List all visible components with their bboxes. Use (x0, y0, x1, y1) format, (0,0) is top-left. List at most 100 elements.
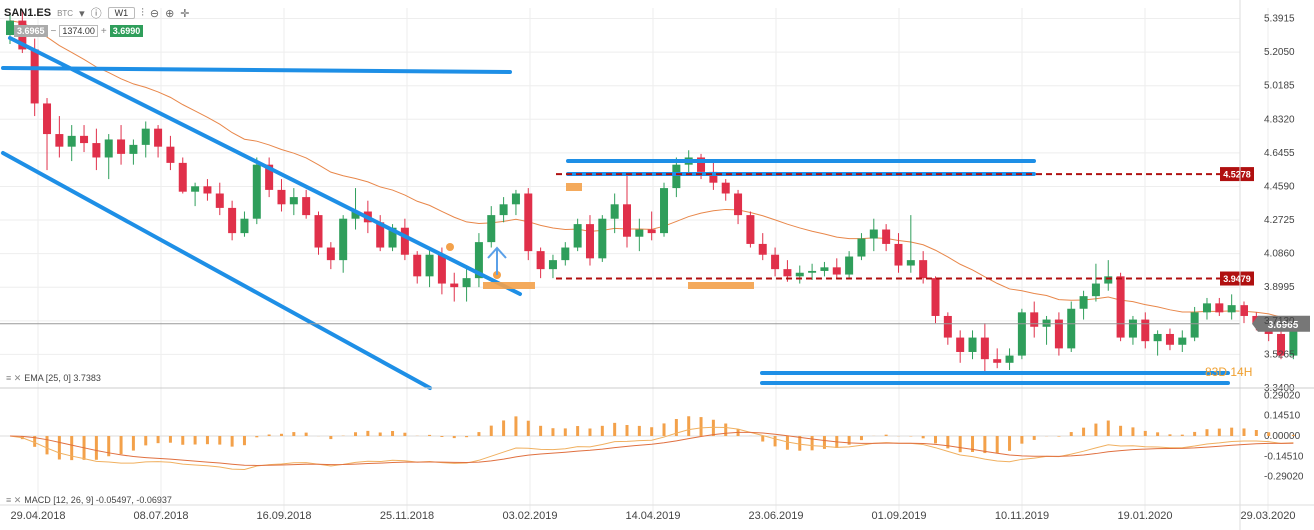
ema-legend[interactable]: ≡ ✕ EMA [25, 0] 3.7383 (6, 373, 101, 383)
chevron-down-icon[interactable]: ▾ (79, 7, 85, 20)
candle (672, 164, 681, 189)
candle (326, 247, 335, 261)
candle (499, 204, 508, 216)
buy-button[interactable]: 3.6990 (109, 25, 144, 37)
price-tick-label: 3.8995 (1264, 282, 1295, 293)
candle (1165, 333, 1174, 345)
macd-panel: 0.29020 0.14510 0.00000 -0.14510 -0.29020 (0, 390, 1304, 483)
menu-icon[interactable]: ≡ ✕ (6, 373, 22, 383)
candle (1104, 276, 1113, 284)
price-tick-label: 4.4590 (1264, 181, 1295, 192)
candle (610, 204, 619, 219)
macd-signal-line (9, 431, 1294, 466)
menu-icon[interactable]: ≡ ✕ (6, 495, 22, 505)
level-label: 3.9479 (1223, 274, 1251, 284)
candle (647, 229, 656, 234)
candle (252, 164, 261, 219)
candle (6, 20, 14, 36)
plus-button[interactable]: + (100, 25, 107, 37)
candle (993, 359, 1002, 363)
candle (758, 243, 767, 255)
chart-toolbar: SAN1.ES BTC ▾ ⓘ W1 ⫶ ⊖ ⊕ ✛ (4, 4, 190, 22)
candle (302, 197, 311, 216)
candle (1116, 276, 1125, 338)
candle (709, 171, 718, 183)
candle (561, 247, 570, 261)
level-badge (1220, 167, 1254, 182)
zoom-in-icon[interactable]: ⊕ (165, 7, 175, 20)
timeframe-select[interactable]: W1 (107, 7, 136, 19)
level-badge (1220, 271, 1254, 286)
candle (660, 188, 669, 234)
candle (289, 197, 298, 205)
trade-bar: 3.6965 − 1374.00 + 3.6990 (14, 24, 144, 38)
trendline (1, 66, 512, 74)
candle (215, 193, 224, 208)
sell-button[interactable]: 3.6965 (14, 25, 48, 37)
candle (55, 134, 64, 147)
candle (1289, 323, 1298, 356)
crosshair-icon[interactable]: ✛ (180, 7, 190, 20)
candle (1067, 308, 1076, 349)
candle (783, 269, 792, 277)
timeline-note: 83D 14H (1205, 365, 1253, 379)
price-tick-label: 3.7130 (1264, 316, 1295, 327)
candle (30, 49, 39, 104)
price-tick-label: 3.5265 (1264, 349, 1295, 360)
candle (573, 224, 582, 248)
candle (931, 278, 940, 316)
minus-button[interactable]: − (50, 25, 57, 37)
candles (6, 9, 1298, 374)
current-price-label: 3.6965 (1268, 320, 1299, 331)
candle (906, 260, 915, 266)
candle (474, 242, 483, 279)
zone-marker (566, 183, 582, 191)
zone-marker (483, 282, 535, 289)
candle (166, 146, 175, 163)
grid (0, 8, 1269, 520)
zoom-out-icon[interactable]: ⊖ (149, 7, 160, 20)
candle (1240, 305, 1248, 316)
candle (721, 182, 730, 194)
candle (1054, 319, 1063, 349)
candle (203, 186, 212, 194)
time-axis: 29.04.2018 08.07.2018 16.09.2018 25.11.2018… (0, 504, 1314, 522)
candle (154, 128, 163, 147)
symbol-label[interactable]: SAN1.ES (4, 7, 52, 19)
info-icon[interactable]: ⓘ (90, 8, 102, 20)
candle (462, 278, 471, 288)
level-label: 4.5278 (1223, 170, 1251, 180)
candle (1030, 312, 1039, 327)
candle (548, 260, 557, 270)
price-tick-label: 5.2050 (1264, 47, 1295, 58)
candle (400, 227, 409, 255)
candle (1141, 319, 1150, 342)
candle (388, 227, 397, 248)
candle (450, 283, 459, 288)
candlestick-icon[interactable]: ⫶ (141, 6, 144, 19)
candle (178, 162, 187, 192)
volume-input[interactable]: 1374.00 (59, 25, 98, 37)
candle (524, 193, 533, 252)
candle (80, 135, 89, 144)
time-tick-label: 29.03.2020 (1240, 510, 1295, 522)
candle (1017, 312, 1026, 356)
candle (869, 229, 878, 239)
candle (314, 215, 323, 248)
price-tick-label: 4.2725 (1264, 215, 1295, 226)
candle (1079, 296, 1088, 309)
candle (351, 211, 360, 219)
ema-line (9, 20, 1294, 319)
candle (808, 270, 817, 273)
time-tick-label: 01.09.2019 (871, 510, 926, 522)
candle (598, 218, 607, 259)
buy-arrow-icon (487, 246, 507, 275)
candle (191, 186, 200, 192)
candle (623, 204, 631, 237)
candle (1005, 355, 1014, 363)
macd-legend[interactable]: ≡ ✕ MACD [12, 26, 9] -0.05497, -0.06937 (6, 495, 172, 505)
time-tick-label: 25.11.2018 (380, 510, 434, 522)
time-tick-label: 03.02.2019 (502, 510, 557, 522)
candle (746, 215, 755, 244)
